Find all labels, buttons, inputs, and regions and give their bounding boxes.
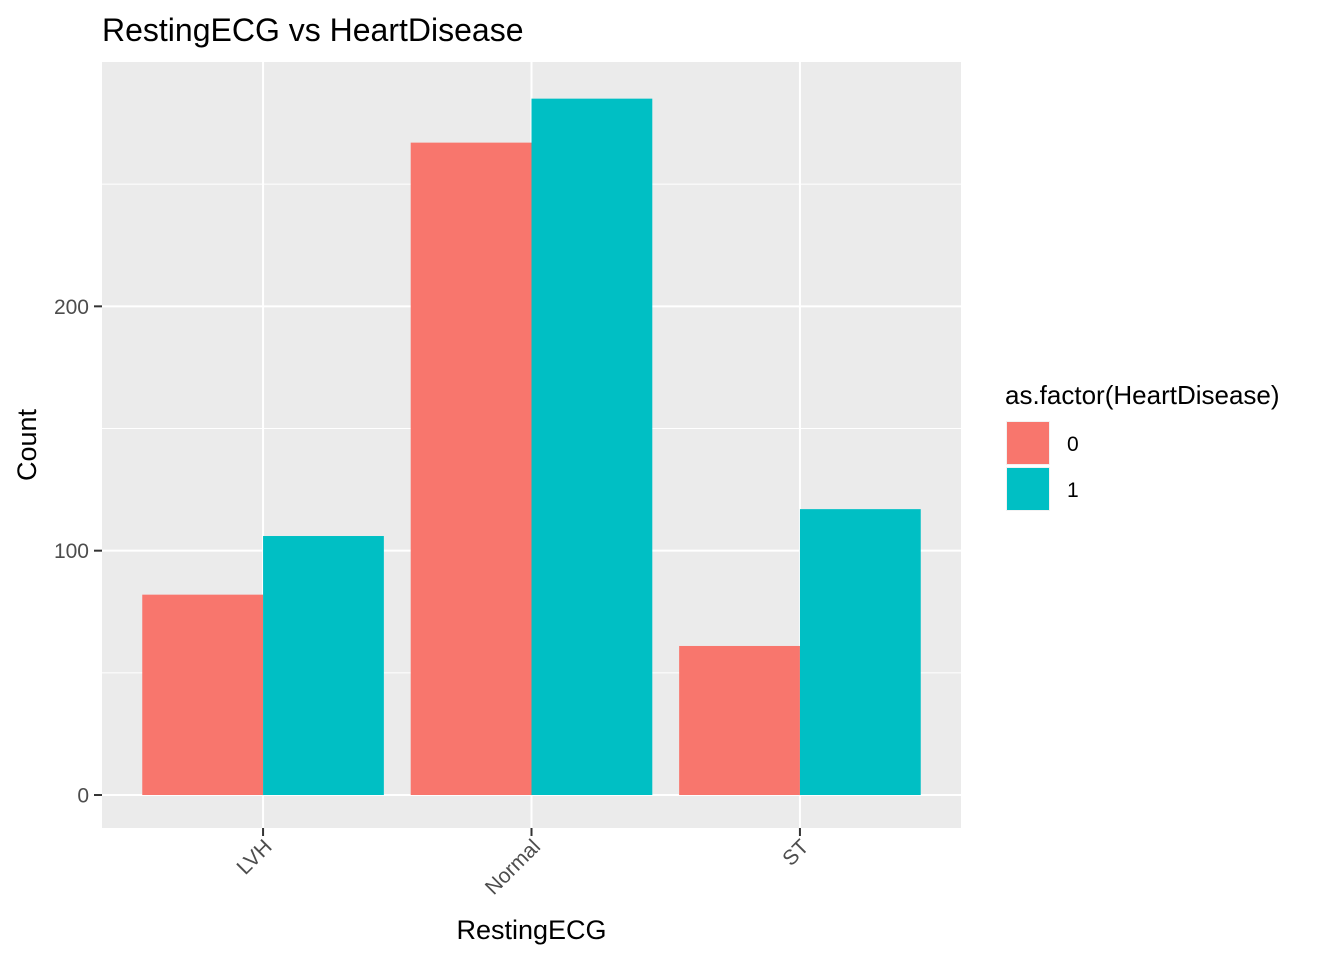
bar-normal-series-1 xyxy=(531,98,653,796)
y-tick-label: 200 xyxy=(54,296,89,319)
legend: as.factor(HeartDisease) 0 1 xyxy=(1005,380,1280,511)
y-tick-label: 0 xyxy=(77,785,89,808)
x-axis-title: RestingECG xyxy=(456,915,606,945)
bar-lvh-series-0 xyxy=(142,594,264,796)
legend-label-1: 1 xyxy=(1067,479,1079,502)
legend-swatch-0 xyxy=(1007,422,1049,464)
bar-normal-series-0 xyxy=(410,142,532,796)
bar-st-series-0 xyxy=(679,645,800,796)
x-tick-label: LVH xyxy=(233,835,277,879)
bar-st-series-1 xyxy=(799,509,921,796)
bars xyxy=(142,98,921,796)
y-tick-label: 100 xyxy=(54,540,89,563)
y-axis-title: Count xyxy=(12,408,42,481)
chart-title: RestingECG vs HeartDisease xyxy=(102,12,523,48)
x-tick-label: Normal xyxy=(481,835,545,899)
legend-title: as.factor(HeartDisease) xyxy=(1005,380,1280,410)
legend-swatch-1 xyxy=(1007,468,1049,510)
legend-label-0: 0 xyxy=(1067,433,1079,456)
bar-lvh-series-1 xyxy=(263,536,384,796)
x-tick-label: ST xyxy=(778,835,813,870)
